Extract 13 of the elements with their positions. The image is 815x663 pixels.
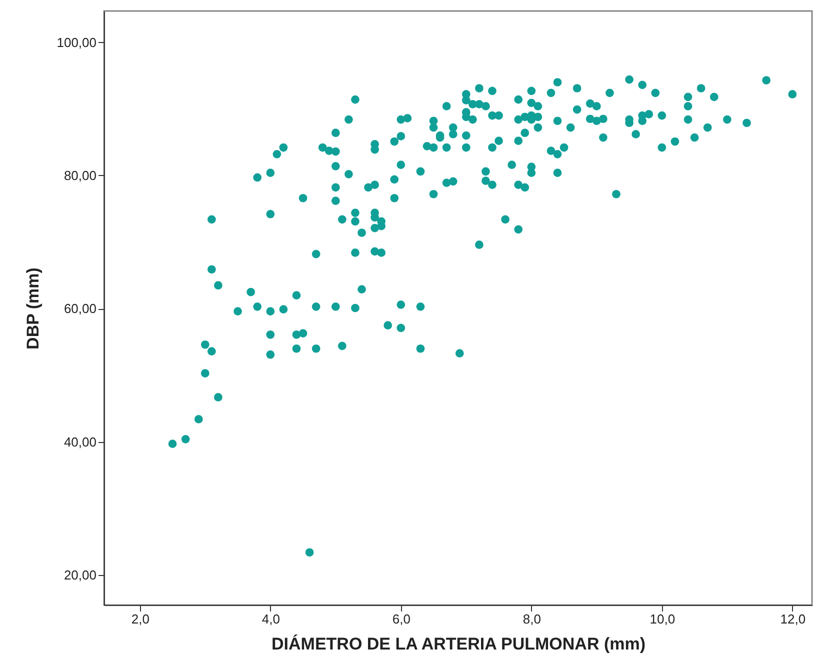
y-tick-label: 80,00 — [64, 168, 96, 183]
x-tick-label: 6,0 — [392, 612, 410, 626]
x-tick-label: 4,0 — [262, 612, 280, 626]
x-tick-label: 8,0 — [522, 612, 541, 626]
y-tick-label: 40,00 — [64, 434, 96, 450]
x-axis-title: DIÁMETRO DE LA ARTERIA PULMONAR (mm) — [272, 634, 646, 654]
y-axis-title: DBP (mm) — [24, 268, 43, 350]
x-tick-label: 10,0 — [650, 612, 676, 626]
y-tick-label: 60,00 — [64, 301, 96, 316]
y-tick-label: 100,00 — [56, 34, 96, 50]
x-tick-label: 2,0 — [131, 612, 150, 626]
x-tick-label: 12,0 — [780, 612, 806, 626]
y-tick-label: 20,00 — [64, 568, 96, 583]
